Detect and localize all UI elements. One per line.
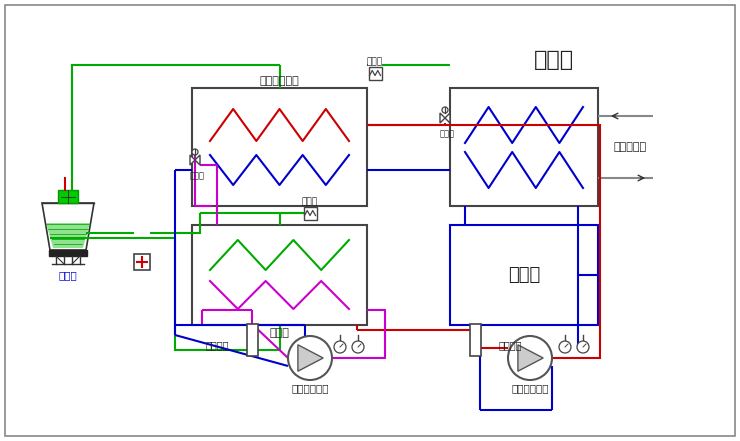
Polygon shape <box>440 113 445 123</box>
Text: 过滤器: 过滤器 <box>302 198 318 206</box>
Polygon shape <box>42 203 94 250</box>
Polygon shape <box>195 155 200 165</box>
Polygon shape <box>445 113 450 123</box>
Bar <box>469 324 480 356</box>
Text: 高温级压缩机: 高温级压缩机 <box>292 383 329 393</box>
Circle shape <box>508 336 552 380</box>
Bar <box>450 88 598 206</box>
Text: 冷凝器: 冷凝器 <box>269 328 289 338</box>
Circle shape <box>192 149 198 155</box>
Bar <box>192 225 367 325</box>
Text: 蒸发器: 蒸发器 <box>534 50 574 70</box>
Text: 蒸发式冷凝器: 蒸发式冷凝器 <box>260 76 300 86</box>
Text: 膨胀罐: 膨胀罐 <box>508 266 540 284</box>
Text: 过滤器: 过滤器 <box>367 57 383 67</box>
Circle shape <box>334 341 346 353</box>
Text: 油分离器: 油分离器 <box>205 340 229 350</box>
Text: 油分离器: 油分离器 <box>498 340 522 350</box>
Polygon shape <box>298 345 323 371</box>
Bar <box>134 254 150 270</box>
Bar <box>246 324 258 356</box>
Bar <box>303 206 317 220</box>
Polygon shape <box>46 223 90 248</box>
Text: 膨胀阀: 膨胀阀 <box>189 172 204 180</box>
Text: 低温级压缩机: 低温级压缩机 <box>511 383 549 393</box>
Polygon shape <box>518 345 543 371</box>
Circle shape <box>352 341 364 353</box>
Circle shape <box>442 107 448 113</box>
Text: 冷却塔: 冷却塔 <box>58 270 78 280</box>
Circle shape <box>288 336 332 380</box>
Bar <box>192 88 367 206</box>
Text: 酒精进出口: 酒精进出口 <box>613 142 647 152</box>
Circle shape <box>577 341 589 353</box>
Bar <box>450 225 598 325</box>
Bar <box>369 67 382 79</box>
Polygon shape <box>190 155 195 165</box>
Text: 膨胀阀: 膨胀阀 <box>440 130 454 138</box>
Circle shape <box>559 341 571 353</box>
Bar <box>58 190 78 203</box>
Bar <box>49 250 87 256</box>
